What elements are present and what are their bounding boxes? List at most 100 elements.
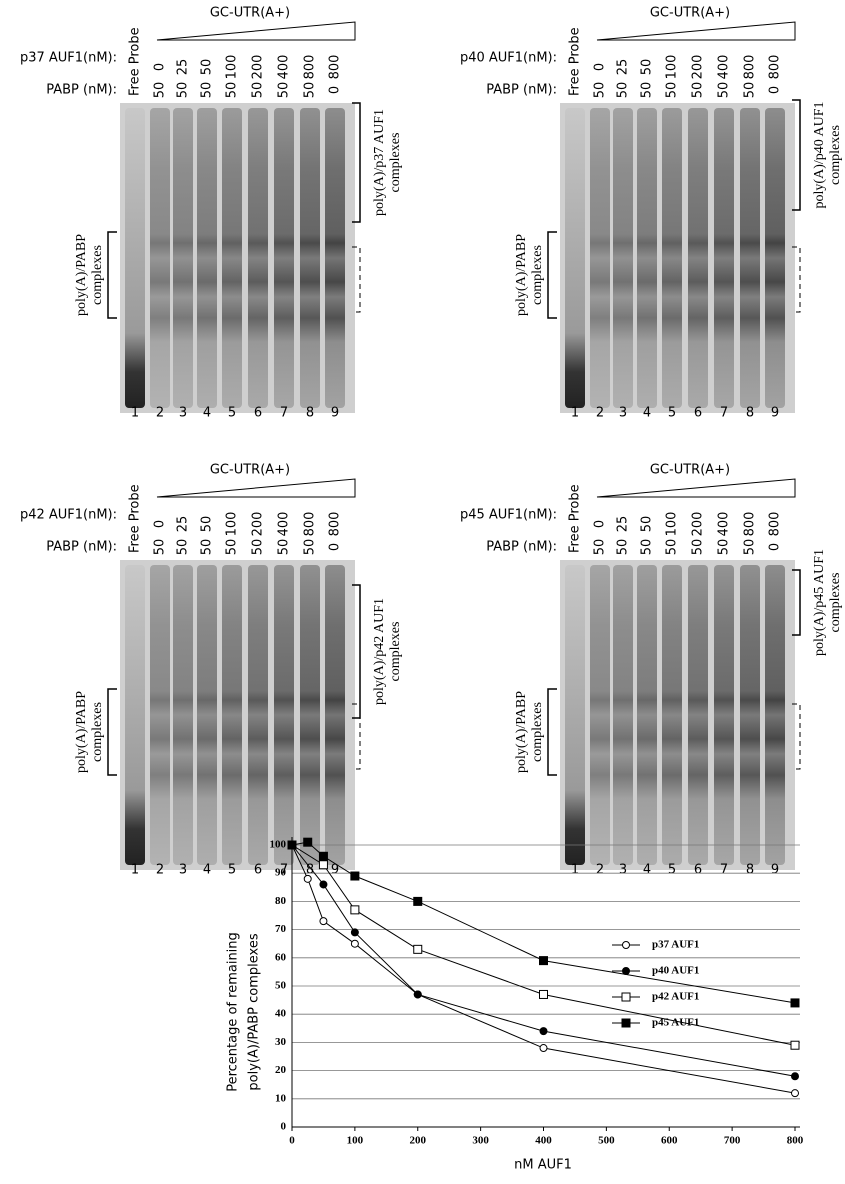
- gel-lane: [637, 108, 657, 408]
- auf1-conc: 50: [200, 59, 215, 76]
- lane-number: 8: [306, 406, 314, 421]
- auf1-conc: 0: [153, 520, 168, 528]
- y-tick-label: 90: [275, 867, 287, 879]
- y-tick-label: 30: [275, 1036, 287, 1048]
- gel-lane: [662, 108, 682, 408]
- gel-lane: [125, 108, 145, 408]
- gel-lane: [150, 108, 170, 408]
- x-tick-label: 700: [724, 1135, 741, 1147]
- auf1-conc: 400: [717, 512, 732, 537]
- complex-label: poly(A)/p42 AUF1: [372, 598, 387, 705]
- pabp-conc: 50: [717, 82, 732, 99]
- lane-number: 4: [203, 863, 211, 878]
- upper-bracket: [352, 102, 361, 223]
- y-tick-label: 50: [275, 980, 287, 992]
- gel-lane: [565, 108, 585, 408]
- data-point: [350, 939, 359, 948]
- upper-bracket: [792, 99, 801, 211]
- y-tick-label: 20: [275, 1064, 287, 1076]
- auf1-conc: 400: [277, 55, 292, 80]
- legend-marker: [622, 967, 630, 975]
- lane-number: 5: [668, 863, 676, 878]
- gel-lane: [274, 108, 294, 408]
- auf1-conc: 0: [593, 520, 608, 528]
- complex-label: complexes: [828, 125, 843, 185]
- x-tick-label: 800: [787, 1135, 804, 1147]
- auf1-row-label: p37 AUF1(nM):: [20, 51, 117, 66]
- pabp-conc: 50: [303, 82, 318, 99]
- auf1-row-label: p42 AUF1(nM):: [20, 508, 117, 523]
- gel-lane: [714, 565, 734, 865]
- data-point: [413, 990, 422, 999]
- pabp-conc: 50: [691, 539, 706, 556]
- lane-number: 3: [619, 406, 627, 421]
- gel-lane: [565, 565, 585, 865]
- lane-number: 2: [156, 863, 164, 878]
- lane-number: 7: [280, 406, 288, 421]
- legend-marker: [622, 941, 630, 949]
- lane-number: 9: [331, 406, 339, 421]
- lane-number: 2: [596, 406, 604, 421]
- complex-label: poly(A)/p40 AUF1: [812, 102, 827, 209]
- lane-number: 8: [746, 863, 754, 878]
- lane-number: 6: [694, 863, 702, 878]
- auf1-row-label: p40 AUF1(nM):: [460, 51, 557, 66]
- data-point: [539, 956, 548, 966]
- legend-label: p37 AUF1: [652, 939, 699, 951]
- pabp-bracket: [107, 688, 117, 776]
- lane-number: 5: [228, 863, 236, 878]
- gel-lane: [248, 565, 268, 865]
- auf1-conc: 800: [768, 512, 783, 537]
- y-tick-label: 10: [275, 1092, 287, 1104]
- pabp-row-label: PABP (nM):: [46, 540, 117, 555]
- gel-lane: [248, 108, 268, 408]
- y-tick-label: 70: [275, 923, 287, 935]
- pabp-conc: 50: [200, 82, 215, 99]
- data-point: [287, 840, 297, 850]
- pabp-complex-label: complexes: [90, 245, 105, 305]
- pabp-conc: 50: [665, 82, 680, 99]
- auf1-conc: 100: [225, 55, 240, 80]
- pabp-conc: 50: [153, 82, 168, 99]
- gel-lane: [274, 565, 294, 865]
- gel-lane: [300, 565, 320, 865]
- lane-number: 9: [331, 863, 339, 878]
- auf1-conc: 200: [691, 512, 706, 537]
- gel-lane: [125, 565, 145, 865]
- upper-bracket: [792, 569, 801, 636]
- pabp-conc: 0: [328, 543, 343, 551]
- pabp-conc: 50: [640, 539, 655, 556]
- pabp-conc: 50: [717, 539, 732, 556]
- pabp-conc: 50: [616, 82, 631, 99]
- gel-lane: [714, 108, 734, 408]
- pabp-complex-label: complexes: [90, 702, 105, 762]
- lane-number: 6: [694, 406, 702, 421]
- panel-title: GC-UTR(A+): [210, 463, 290, 478]
- pabp-conc: 50: [200, 539, 215, 556]
- gel-lane: [590, 108, 610, 408]
- data-point: [319, 880, 328, 889]
- data-point: [303, 874, 312, 883]
- y-tick-label: 40: [275, 1008, 287, 1020]
- gel-panel: GC-UTR(A+) p40 AUF1(nM): PABP (nM): Free Pr…: [460, 6, 843, 421]
- gel-lane: [197, 565, 217, 865]
- gel-lane: [637, 565, 657, 865]
- auf1-conc: 200: [251, 55, 266, 80]
- series-line: [291, 844, 796, 1077]
- lane-number: 3: [179, 863, 187, 878]
- lane-number: 2: [596, 863, 604, 878]
- auf1-conc: 25: [616, 516, 631, 533]
- pabp-conc: 50: [277, 539, 292, 556]
- complex-label: complexes: [388, 133, 403, 193]
- auf1-conc: 800: [328, 55, 343, 80]
- y-axis-label: Percentage of remaining: [226, 932, 241, 1092]
- auf1-conc: 50: [640, 516, 655, 533]
- gel-lane: [590, 565, 610, 865]
- pabp-conc: 50: [691, 82, 706, 99]
- gel-lane: [150, 565, 170, 865]
- legend-label: p45 AUF1: [652, 1017, 699, 1029]
- x-tick-label: 200: [410, 1135, 427, 1147]
- pabp-conc: 50: [225, 539, 240, 556]
- gradient-triangle: [156, 21, 356, 41]
